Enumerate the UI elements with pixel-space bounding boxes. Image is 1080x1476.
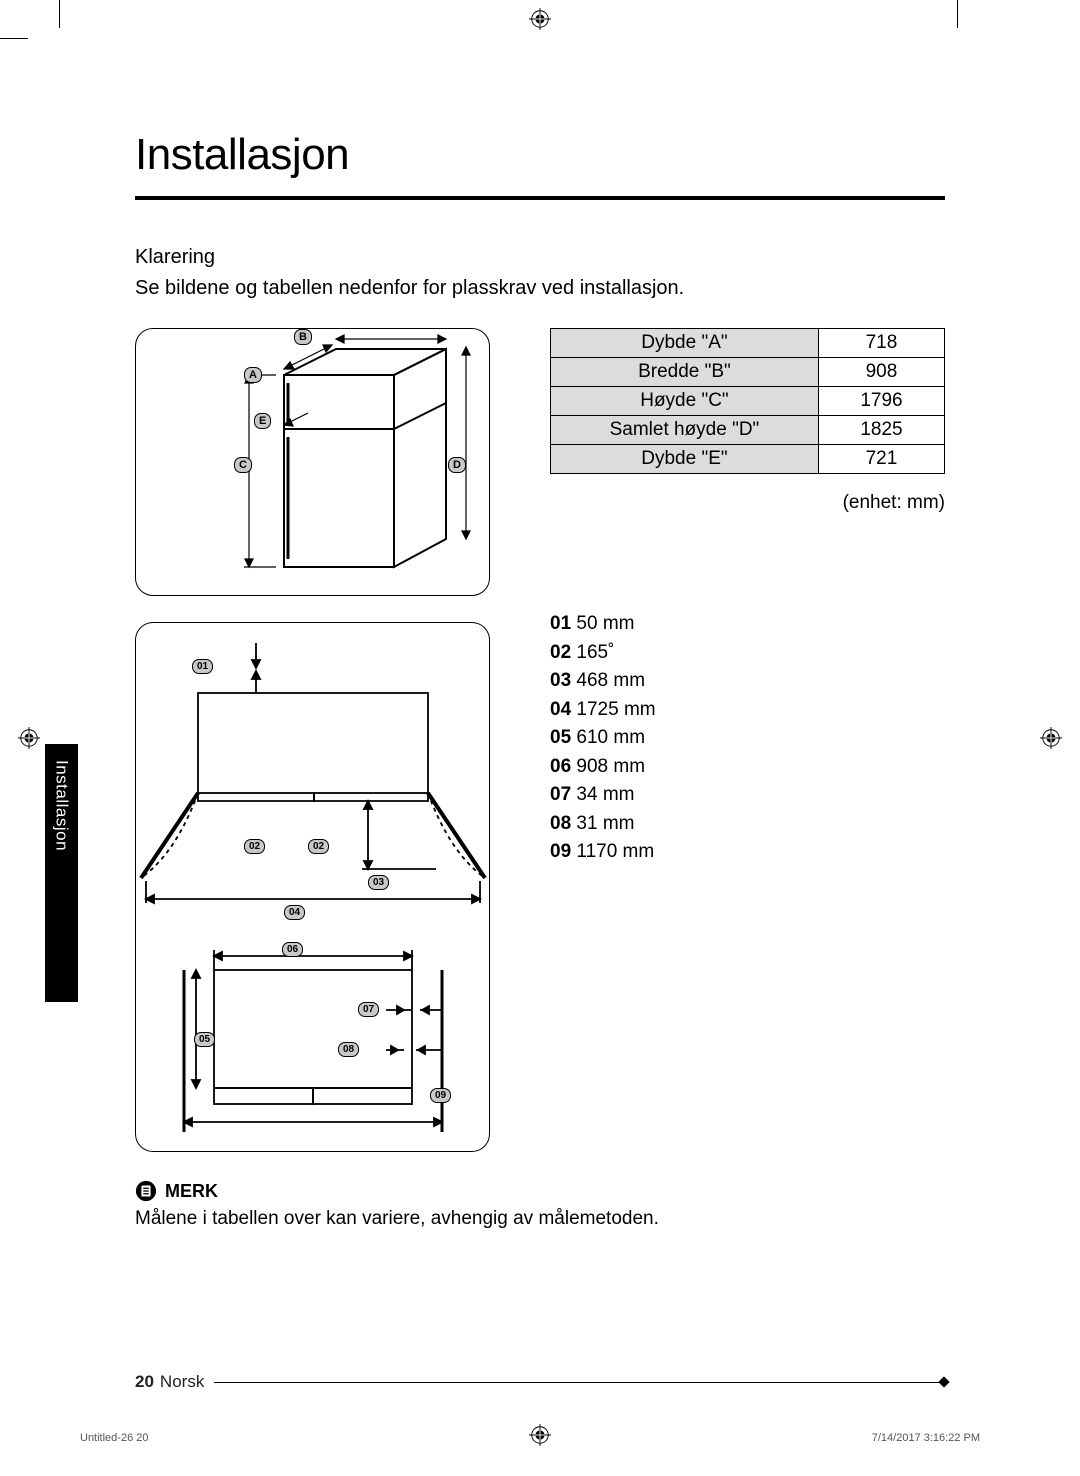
note-icon [135, 1180, 157, 1202]
note-text: Målene i tabellen over kan variere, avhe… [135, 1208, 945, 1230]
diagram-clearance: 06 05 07 08 09 [135, 932, 490, 1152]
note-label: MERK [165, 1181, 218, 1202]
legend-num: 08 [550, 813, 571, 834]
table-label: Bredde "B" [551, 358, 819, 387]
page-footer: 20 Norsk [135, 1372, 945, 1392]
diagram-label-c: C [234, 457, 252, 473]
diagram-label-01: 01 [192, 659, 213, 674]
legend-val: 50 mm [576, 613, 634, 634]
diagram-label-d: D [448, 457, 466, 473]
dimension-legend: 01 50 mm 02 165˚ 03 468 mm 04 1725 mm 05… [550, 610, 945, 867]
table-value: 908 [818, 358, 944, 387]
diagram-label-b: B [294, 329, 312, 345]
table-value: 1796 [818, 387, 944, 416]
table-label: Dybde "E" [551, 445, 819, 474]
footer-line [214, 1382, 945, 1383]
legend-val: 31 mm [576, 813, 634, 834]
legend-num: 01 [550, 613, 571, 634]
diagram-label-07: 07 [358, 1002, 379, 1017]
legend-num: 09 [550, 841, 571, 862]
table-value: 721 [818, 445, 944, 474]
diagram-label-04: 04 [284, 905, 305, 920]
legend-val: 1170 mm [576, 841, 654, 862]
footer-meta-right: 7/14/2017 3:16:22 PM [872, 1432, 980, 1444]
table-label: Samlet høyde "D" [551, 416, 819, 445]
unit-text: (enhet: mm) [550, 492, 945, 514]
legend-val: 610 mm [576, 727, 645, 748]
diagram-label-03: 03 [368, 875, 389, 890]
table-label: Høyde "C" [551, 387, 819, 416]
footer-meta: Untitled-26 20 7/14/2017 3:16:22 PM [80, 1432, 980, 1444]
dimension-table: Dybde "A"718 Bredde "B"908 Høyde "C"1796… [550, 328, 945, 474]
page-title: Installasjon [135, 130, 945, 180]
diagram-label-09: 09 [430, 1088, 451, 1103]
legend-num: 03 [550, 670, 571, 691]
page-number: 20 [135, 1372, 154, 1392]
diagram-label-06: 06 [282, 942, 303, 957]
table-value: 1825 [818, 416, 944, 445]
footer-language: Norsk [160, 1372, 204, 1392]
legend-val: 468 mm [576, 670, 645, 691]
table-label: Dybde "A" [551, 329, 819, 358]
section-heading: Klarering [135, 246, 945, 269]
legend-num: 05 [550, 727, 571, 748]
legend-num: 06 [550, 756, 571, 777]
diagram-isometric: A B C D E [135, 328, 490, 596]
legend-val: 165˚ [576, 642, 614, 663]
legend-val: 1725 mm [576, 699, 655, 720]
diagram-label-08: 08 [338, 1042, 359, 1057]
diagram-label-05: 05 [194, 1032, 215, 1047]
diagram-label-e: E [254, 413, 271, 429]
diagram-label-02a: 02 [244, 839, 265, 854]
legend-num: 02 [550, 642, 571, 663]
intro-text: Se bildene og tabellen nedenfor for plas… [135, 277, 945, 300]
legend-val: 908 mm [576, 756, 645, 777]
legend-num: 04 [550, 699, 571, 720]
table-value: 718 [818, 329, 944, 358]
diagram-label-02b: 02 [308, 839, 329, 854]
title-underline [135, 196, 945, 200]
legend-val: 34 mm [576, 784, 634, 805]
diagram-topview: 01 02 02 03 04 [135, 622, 490, 932]
footer-meta-left: Untitled-26 20 [80, 1432, 149, 1444]
diagram-label-a: A [244, 367, 262, 383]
legend-num: 07 [550, 784, 571, 805]
